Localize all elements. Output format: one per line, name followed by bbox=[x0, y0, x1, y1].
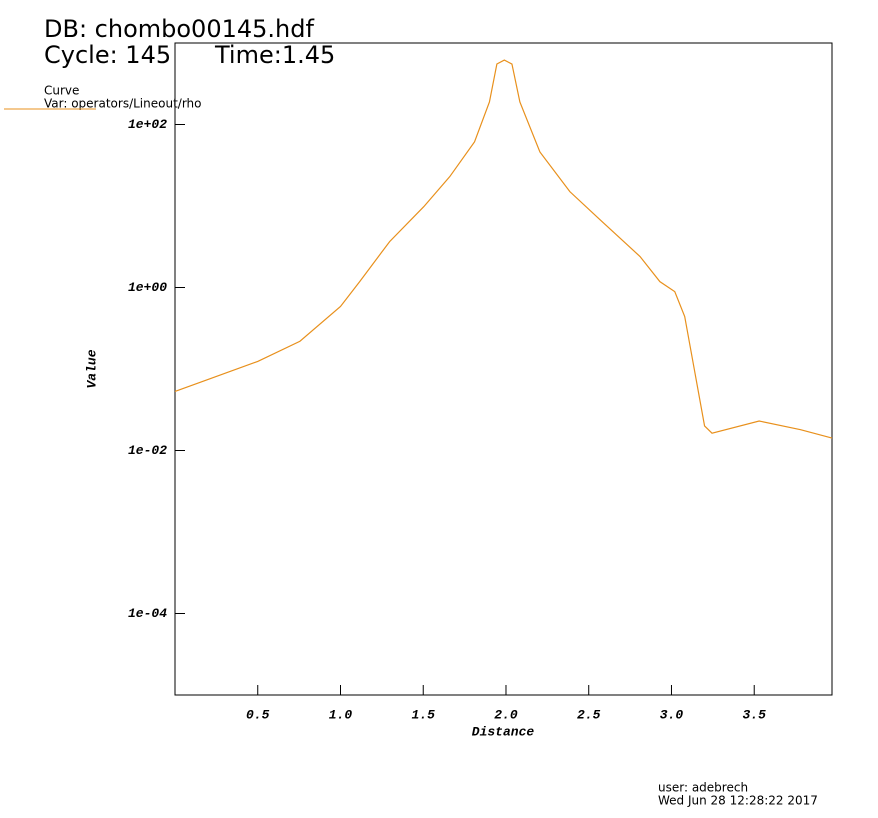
cycle: Cycle: 145 bbox=[44, 41, 171, 69]
user: user: adebrech bbox=[658, 781, 748, 795]
x-tick-label: 1.0 bbox=[329, 707, 353, 722]
legend-label: Var: operators/Lineout/rho bbox=[44, 97, 202, 111]
date: Wed Jun 28 12:28:22 2017 bbox=[658, 794, 818, 808]
y-tick-label: 1e-04 bbox=[128, 606, 167, 621]
y-axis-label: Value bbox=[84, 349, 99, 388]
y-tick-label: 1e+02 bbox=[128, 117, 167, 132]
y-tick-label: 1e-02 bbox=[128, 443, 167, 458]
x-tick-label: 3.0 bbox=[660, 707, 684, 722]
x-tick-label: 2.0 bbox=[494, 707, 518, 722]
y-tick-label: 1e+00 bbox=[128, 280, 167, 295]
series-line bbox=[174, 59, 833, 439]
x-tick-label: 0.5 bbox=[246, 707, 270, 722]
x-tick-label: 2.5 bbox=[577, 707, 601, 722]
x-axis-label: Distance bbox=[472, 724, 535, 739]
x-tick-label: 1.5 bbox=[412, 707, 436, 722]
x-tick-label: 3.5 bbox=[743, 707, 767, 722]
plot-frame bbox=[174, 42, 833, 696]
chart-title: DB: chombo00145.hdf bbox=[44, 15, 314, 43]
time: Time:1.45 bbox=[214, 41, 335, 69]
legend-title: Curve bbox=[44, 84, 79, 98]
